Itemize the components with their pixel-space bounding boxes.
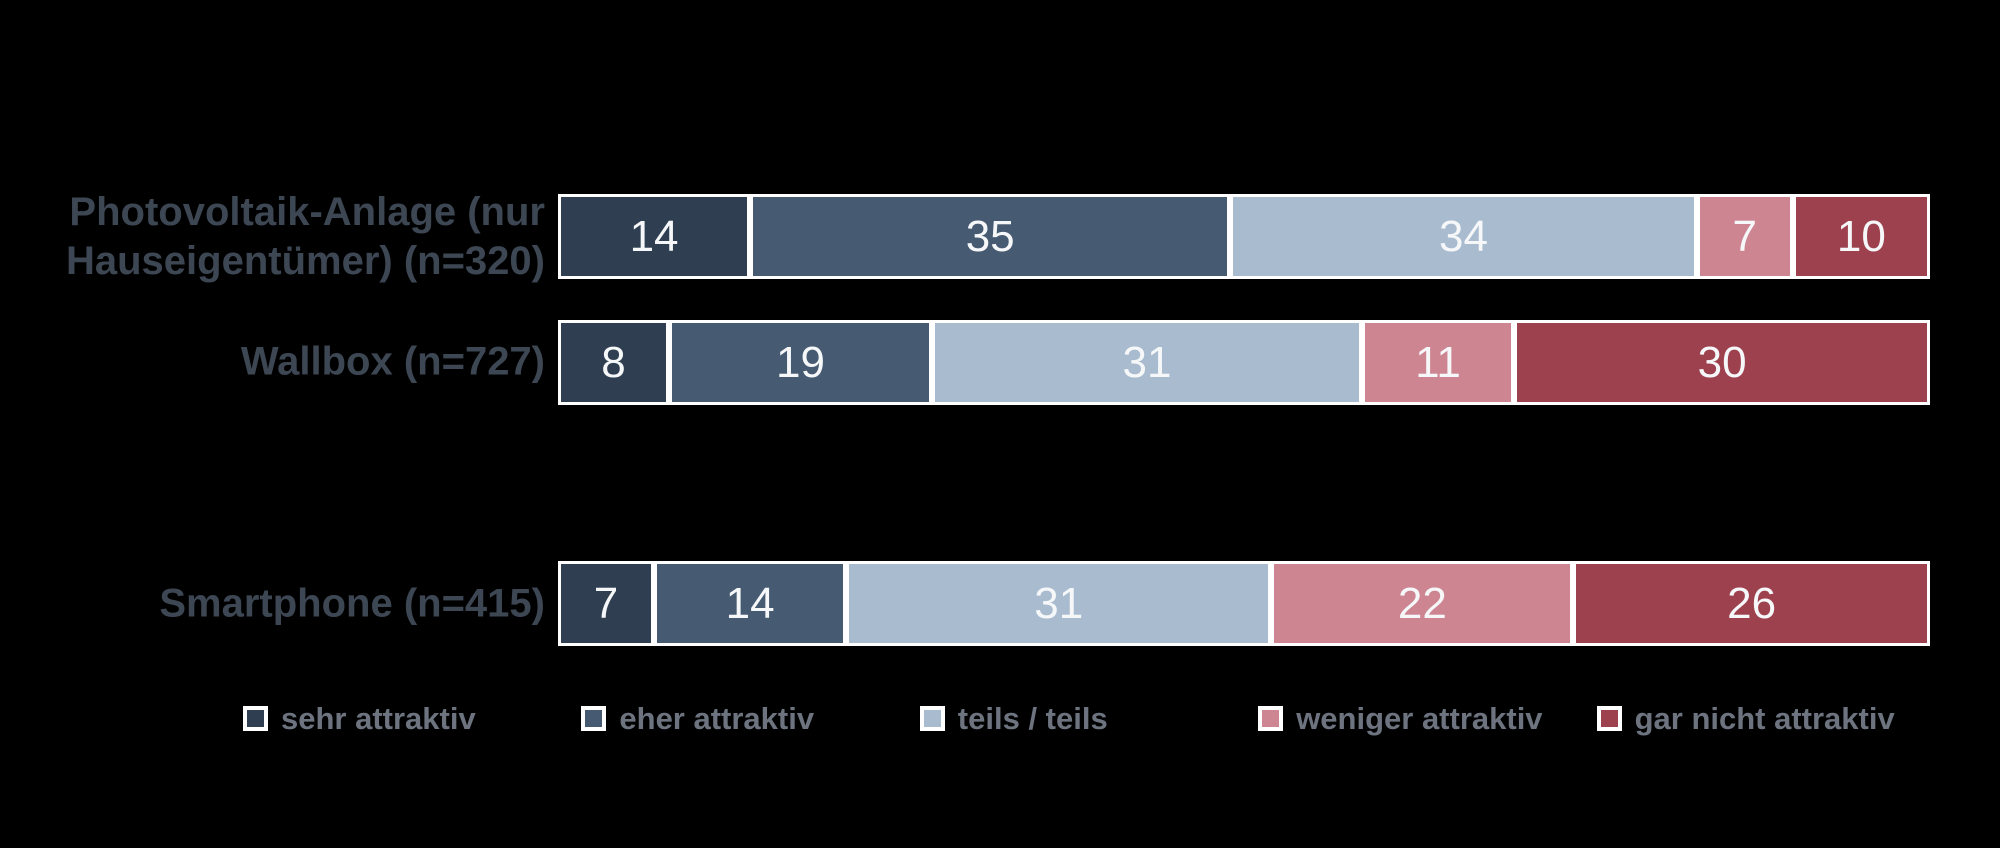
legend-item-sehr-attraktiv: sehr attraktiv xyxy=(243,703,581,734)
bar-segment-weniger-attraktiv: 22 xyxy=(1271,561,1574,646)
segment-value: 7 xyxy=(1732,211,1757,261)
segment-value: 14 xyxy=(725,578,775,628)
bar-segment-weniger-attraktiv: 11 xyxy=(1361,320,1515,405)
segment-value: 31 xyxy=(1122,337,1172,387)
bar-segment-teils-teils: 31 xyxy=(846,561,1272,646)
legend-marker-teils-teils-icon xyxy=(919,705,945,731)
segment-value: 22 xyxy=(1397,578,1447,628)
bar-row-photovoltaik: 14 35 34 7 10 xyxy=(558,194,1930,279)
segment-value: 26 xyxy=(1727,578,1777,628)
legend-label: weniger attraktiv xyxy=(1296,700,1543,736)
bar-segment-eher-attraktiv: 19 xyxy=(668,320,933,405)
legend: sehr attraktiv eher attraktiv teils / te… xyxy=(243,694,1935,742)
category-label-wallbox: Wallbox (n=727) xyxy=(240,339,545,384)
bar-segment-teils-teils: 31 xyxy=(932,320,1362,405)
bar-segment-weniger-attraktiv: 7 xyxy=(1696,194,1793,279)
segment-value: 19 xyxy=(776,337,825,387)
segment-value: 34 xyxy=(1439,211,1488,261)
segment-value: 8 xyxy=(601,337,626,387)
segment-value: 11 xyxy=(1415,337,1461,387)
bar-segment-eher-attraktiv: 14 xyxy=(654,561,847,646)
segment-value: 35 xyxy=(965,211,1015,261)
legend-marker-eher-attraktiv-icon xyxy=(581,705,607,731)
bar-segment-gar-nicht-attraktiv: 26 xyxy=(1573,561,1930,646)
category-label-photovoltaik: Photovoltaik-Anlage (nur Hauseigentümer)… xyxy=(65,190,545,283)
legend-label: eher attraktiv xyxy=(619,700,815,736)
bar-row-wallbox: 8 19 31 11 30 xyxy=(558,320,1930,405)
legend-item-weniger-attraktiv: weniger attraktiv xyxy=(1258,703,1596,734)
bar-segment-sehr-attraktiv: 7 xyxy=(558,561,655,646)
legend-item-eher-attraktiv: eher attraktiv xyxy=(581,703,919,734)
legend-item-gar-nicht-attraktiv: gar nicht attraktiv xyxy=(1596,700,1935,736)
bar-row-smartphone: 7 14 31 22 26 xyxy=(558,561,1930,646)
bar-segment-eher-attraktiv: 35 xyxy=(750,194,1231,279)
legend-marker-gar-nicht-attraktiv-icon xyxy=(1596,705,1622,731)
legend-label: sehr attraktiv xyxy=(281,700,476,736)
bar-segment-sehr-attraktiv: 8 xyxy=(558,320,669,405)
legend-item-teils-teils: teils / teils xyxy=(919,700,1258,736)
segment-value: 30 xyxy=(1697,337,1747,387)
category-label-smartphone: Smartphone (n=415) xyxy=(159,581,545,626)
bar-segment-sehr-attraktiv: 14 xyxy=(558,194,751,279)
legend-label: teils / teils xyxy=(957,700,1108,736)
legend-label: gar nicht attraktiv xyxy=(1634,700,1895,736)
bar-segment-teils-teils: 34 xyxy=(1230,194,1697,279)
segment-value: 7 xyxy=(593,578,619,628)
segment-value: 10 xyxy=(1836,211,1886,261)
legend-marker-sehr-attraktiv-icon xyxy=(243,705,268,731)
bar-segment-gar-nicht-attraktiv: 30 xyxy=(1514,320,1930,405)
segment-value: 14 xyxy=(629,211,679,261)
segment-value: 31 xyxy=(1034,578,1084,628)
bar-segment-gar-nicht-attraktiv: 10 xyxy=(1792,194,1930,279)
legend-marker-weniger-attraktiv-icon xyxy=(1258,705,1284,731)
